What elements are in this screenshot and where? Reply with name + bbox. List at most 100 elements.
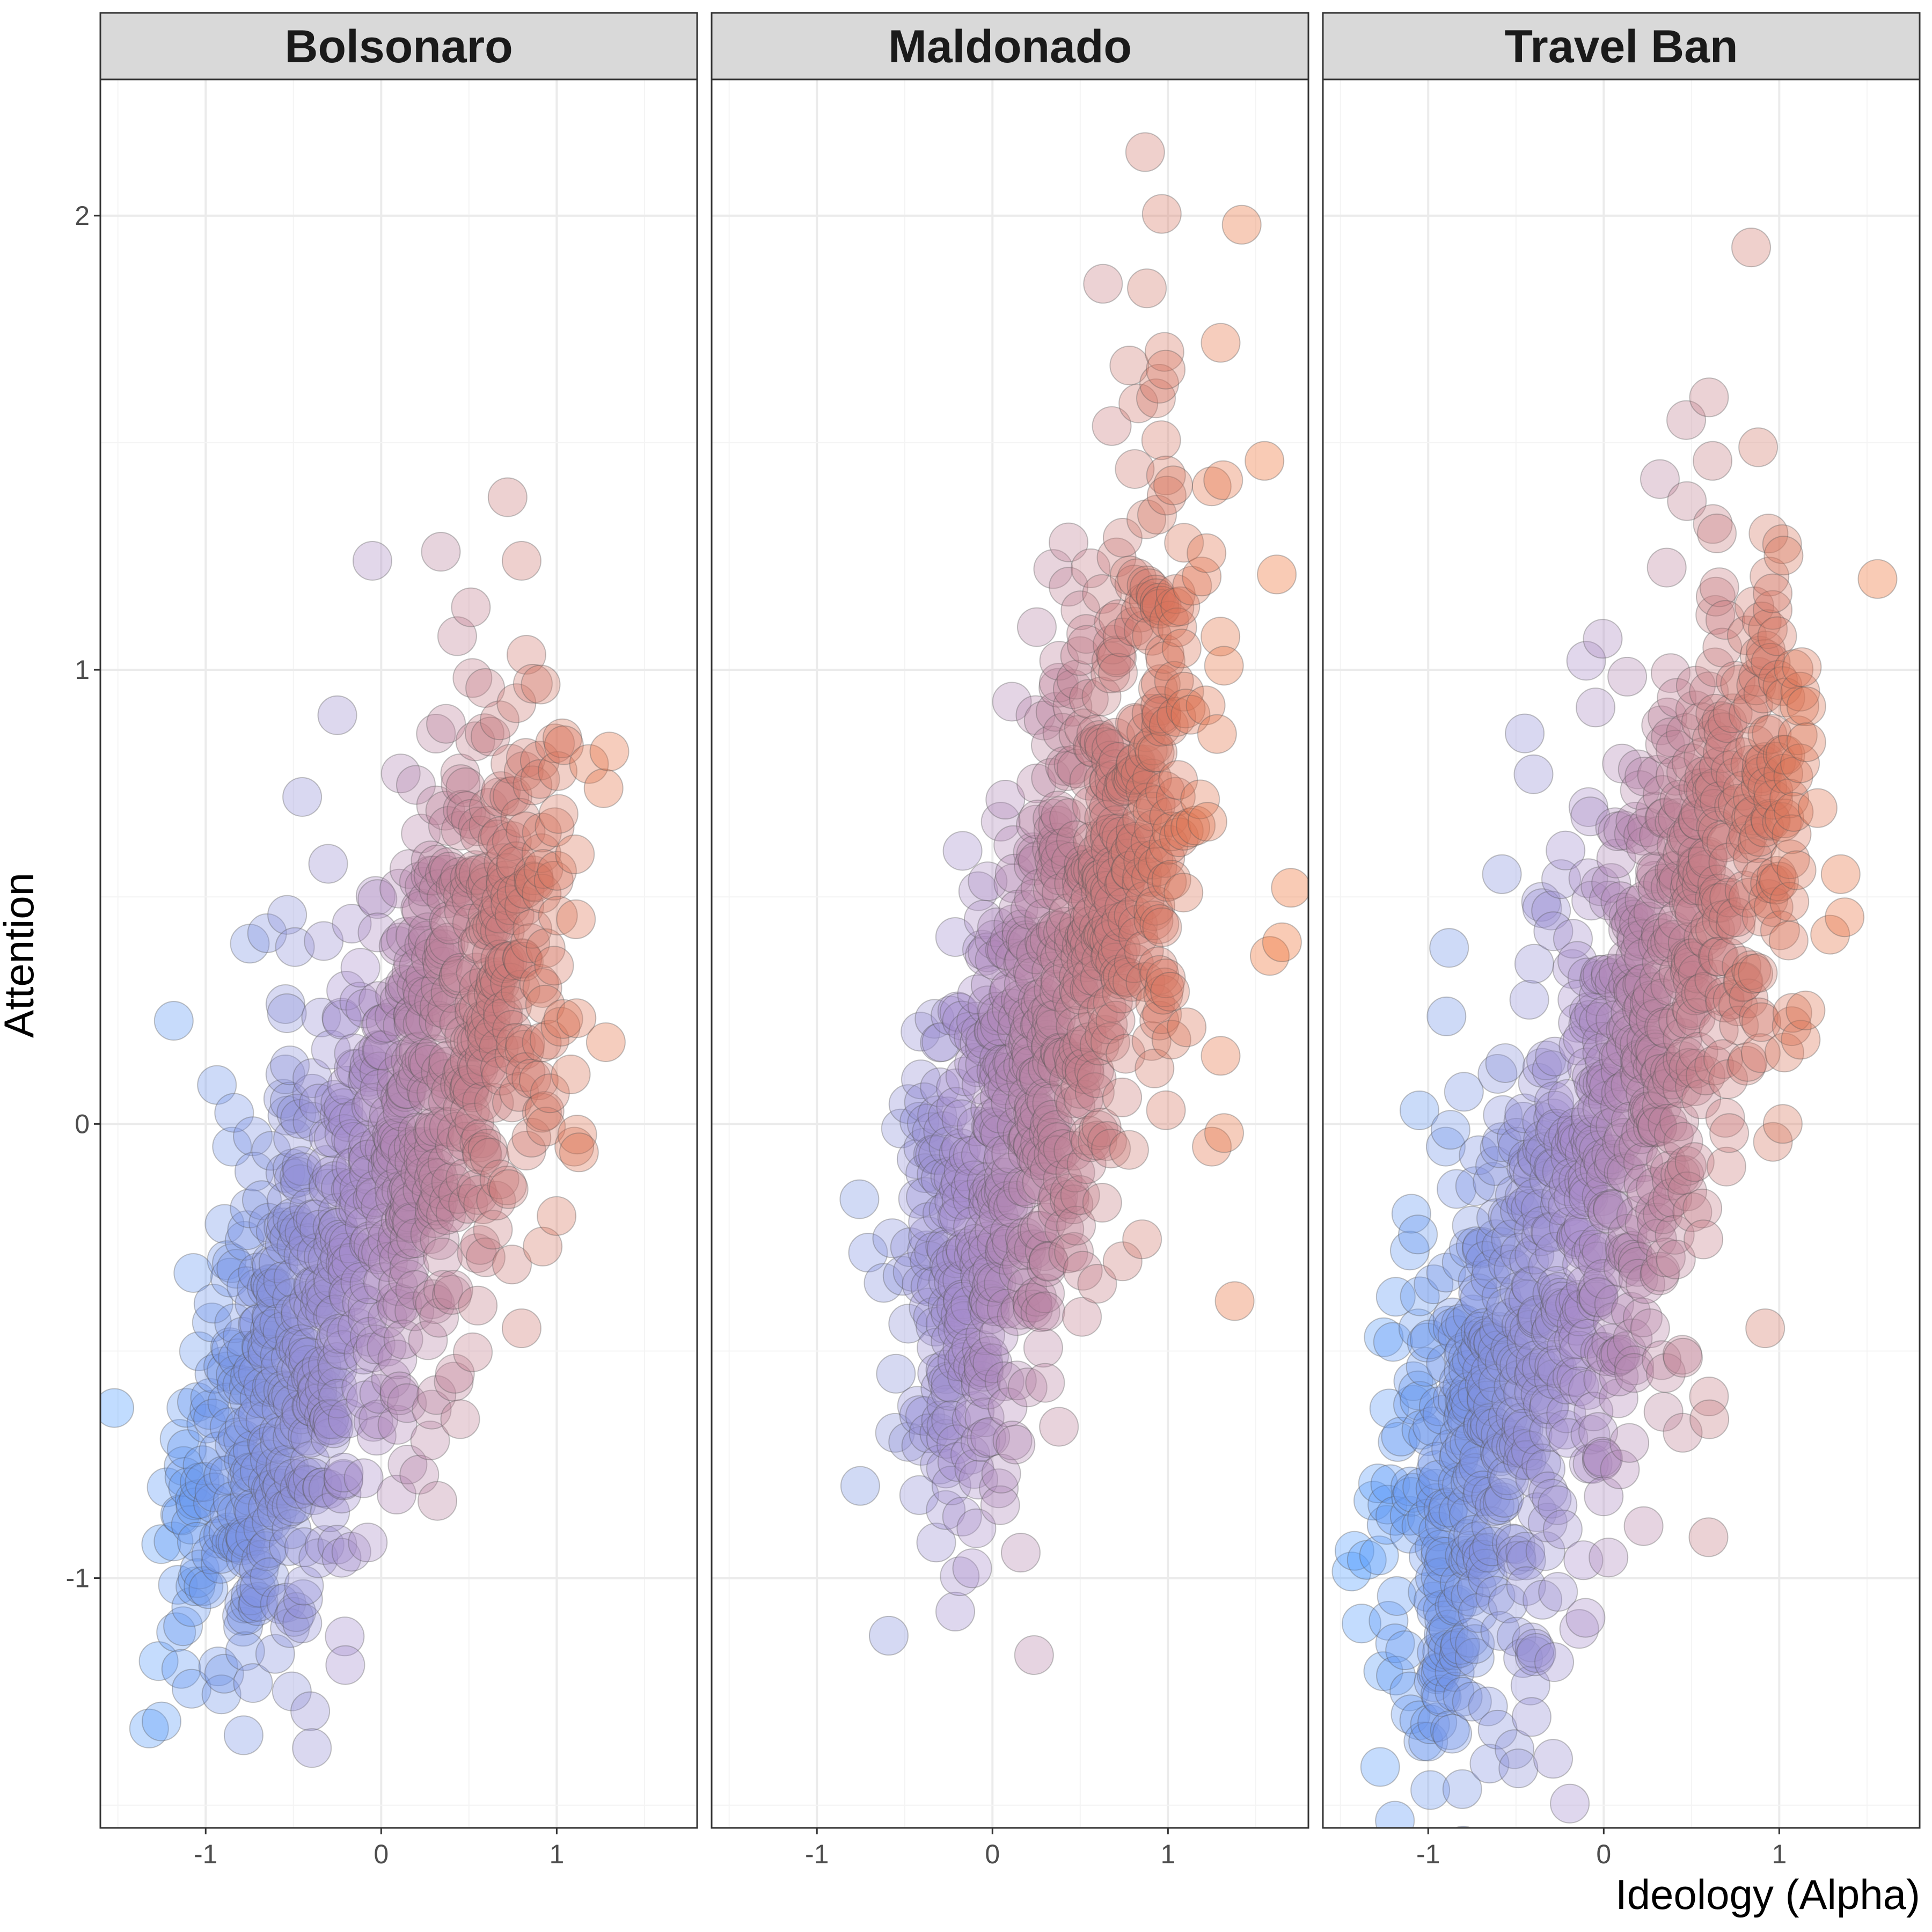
scatter-point xyxy=(1114,895,1154,935)
scatter-point xyxy=(458,1285,498,1326)
scatter-point xyxy=(1781,1020,1821,1060)
scatter-point xyxy=(1708,937,1748,977)
scatter-point xyxy=(1451,1386,1491,1426)
scatter-point xyxy=(1606,1331,1646,1371)
scatter-point xyxy=(1613,1240,1653,1280)
scatter-point xyxy=(304,1525,345,1565)
scatter-point xyxy=(1377,1576,1417,1616)
scatter-point xyxy=(404,1140,444,1180)
scatter-point xyxy=(252,1501,291,1541)
scatter-point xyxy=(480,894,520,934)
scatter-point xyxy=(910,1241,950,1281)
scatter-point xyxy=(1060,1175,1100,1215)
scatter-point xyxy=(1646,1238,1686,1278)
scatter-point xyxy=(496,841,536,881)
scatter-point xyxy=(1053,669,1093,709)
scatter-point xyxy=(486,860,526,901)
scatter-point xyxy=(1052,1033,1092,1073)
y-axis-title: Attention xyxy=(0,873,42,1038)
scatter-point xyxy=(313,1225,353,1265)
scatter-point xyxy=(162,1495,202,1535)
scatter-point xyxy=(375,997,414,1037)
scatter-point xyxy=(173,1253,214,1293)
scatter-point xyxy=(1095,1000,1136,1041)
scatter-point xyxy=(1689,1377,1729,1417)
scatter-point xyxy=(320,1238,360,1278)
scatter-point xyxy=(238,1305,278,1345)
scatter-point xyxy=(1707,703,1747,743)
scatter-point xyxy=(424,936,464,977)
scatter-point xyxy=(297,1370,337,1410)
scatter-point xyxy=(1407,1322,1447,1363)
scatter-point xyxy=(1584,1476,1624,1517)
scatter-point xyxy=(350,1221,390,1261)
scatter-point xyxy=(1713,693,1753,734)
scatter-point xyxy=(265,1055,305,1094)
scatter-point xyxy=(252,1246,292,1286)
scatter-point xyxy=(1739,635,1780,676)
scatter-point xyxy=(927,1285,968,1325)
scatter-point xyxy=(1182,557,1222,597)
scatter-point xyxy=(1699,873,1739,913)
scatter-point xyxy=(309,1399,349,1439)
scatter-point xyxy=(1421,1529,1461,1570)
scatter-point xyxy=(1686,850,1726,890)
scatter-point xyxy=(1509,1148,1549,1188)
scatter-point xyxy=(1055,1152,1095,1192)
scatter-point xyxy=(389,1192,429,1233)
scatter-point xyxy=(469,852,509,892)
scatter-point xyxy=(1187,533,1227,573)
scatter-point xyxy=(387,1173,427,1212)
scatter-point xyxy=(978,1061,1018,1101)
scatter-point xyxy=(1158,760,1198,800)
scatter-point xyxy=(164,1446,204,1486)
scatter-point xyxy=(1688,1517,1729,1557)
scatter-point xyxy=(477,893,517,933)
scatter-point xyxy=(1678,853,1717,894)
scatter-point xyxy=(930,1157,970,1196)
scatter-point xyxy=(251,1297,291,1337)
scatter-point xyxy=(1550,1137,1591,1177)
scatter-point xyxy=(345,989,385,1029)
scatter-point xyxy=(1003,943,1043,984)
scatter-point xyxy=(1568,787,1608,827)
scatter-point xyxy=(1085,870,1125,911)
scatter-point xyxy=(948,1136,989,1176)
scatter-point xyxy=(1543,1122,1583,1162)
scatter-point xyxy=(362,1030,402,1070)
scatter-point xyxy=(479,957,519,997)
scatter-point xyxy=(1449,1379,1489,1419)
scatter-point xyxy=(1049,522,1089,562)
scatter-point xyxy=(396,1063,436,1103)
scatter-point xyxy=(1172,566,1212,606)
scatter-point xyxy=(1663,1018,1703,1058)
scatter-point xyxy=(159,1419,200,1459)
scatter-point xyxy=(1031,952,1072,991)
scatter-point xyxy=(523,1226,563,1267)
scatter-point xyxy=(1437,1315,1477,1355)
scatter-point xyxy=(943,1282,983,1322)
scatter-point xyxy=(223,1607,263,1647)
scatter-point xyxy=(443,876,483,917)
scatter-point xyxy=(1567,1158,1607,1198)
scatter-point xyxy=(1204,1113,1244,1153)
scatter-point xyxy=(1578,1277,1619,1317)
scatter-point xyxy=(1160,586,1201,626)
scatter-point xyxy=(216,1249,257,1289)
scatter-point xyxy=(1728,877,1768,918)
scatter-point xyxy=(937,1197,977,1237)
scatter-point xyxy=(908,1202,948,1242)
scatter-point xyxy=(1036,850,1076,890)
scatter-point xyxy=(1077,833,1117,873)
scatter-point xyxy=(1451,1531,1491,1571)
scatter-point xyxy=(968,1124,1008,1164)
scatter-point xyxy=(1065,1054,1104,1094)
scatter-point xyxy=(349,1317,390,1357)
scatter-point xyxy=(888,1422,928,1462)
scatter-point xyxy=(1582,1022,1622,1062)
scatter-point xyxy=(288,1223,328,1263)
scatter-point xyxy=(1064,708,1104,749)
scatter-point xyxy=(1331,1552,1372,1592)
scatter-point xyxy=(1418,1652,1458,1693)
scatter-point xyxy=(1620,770,1660,810)
